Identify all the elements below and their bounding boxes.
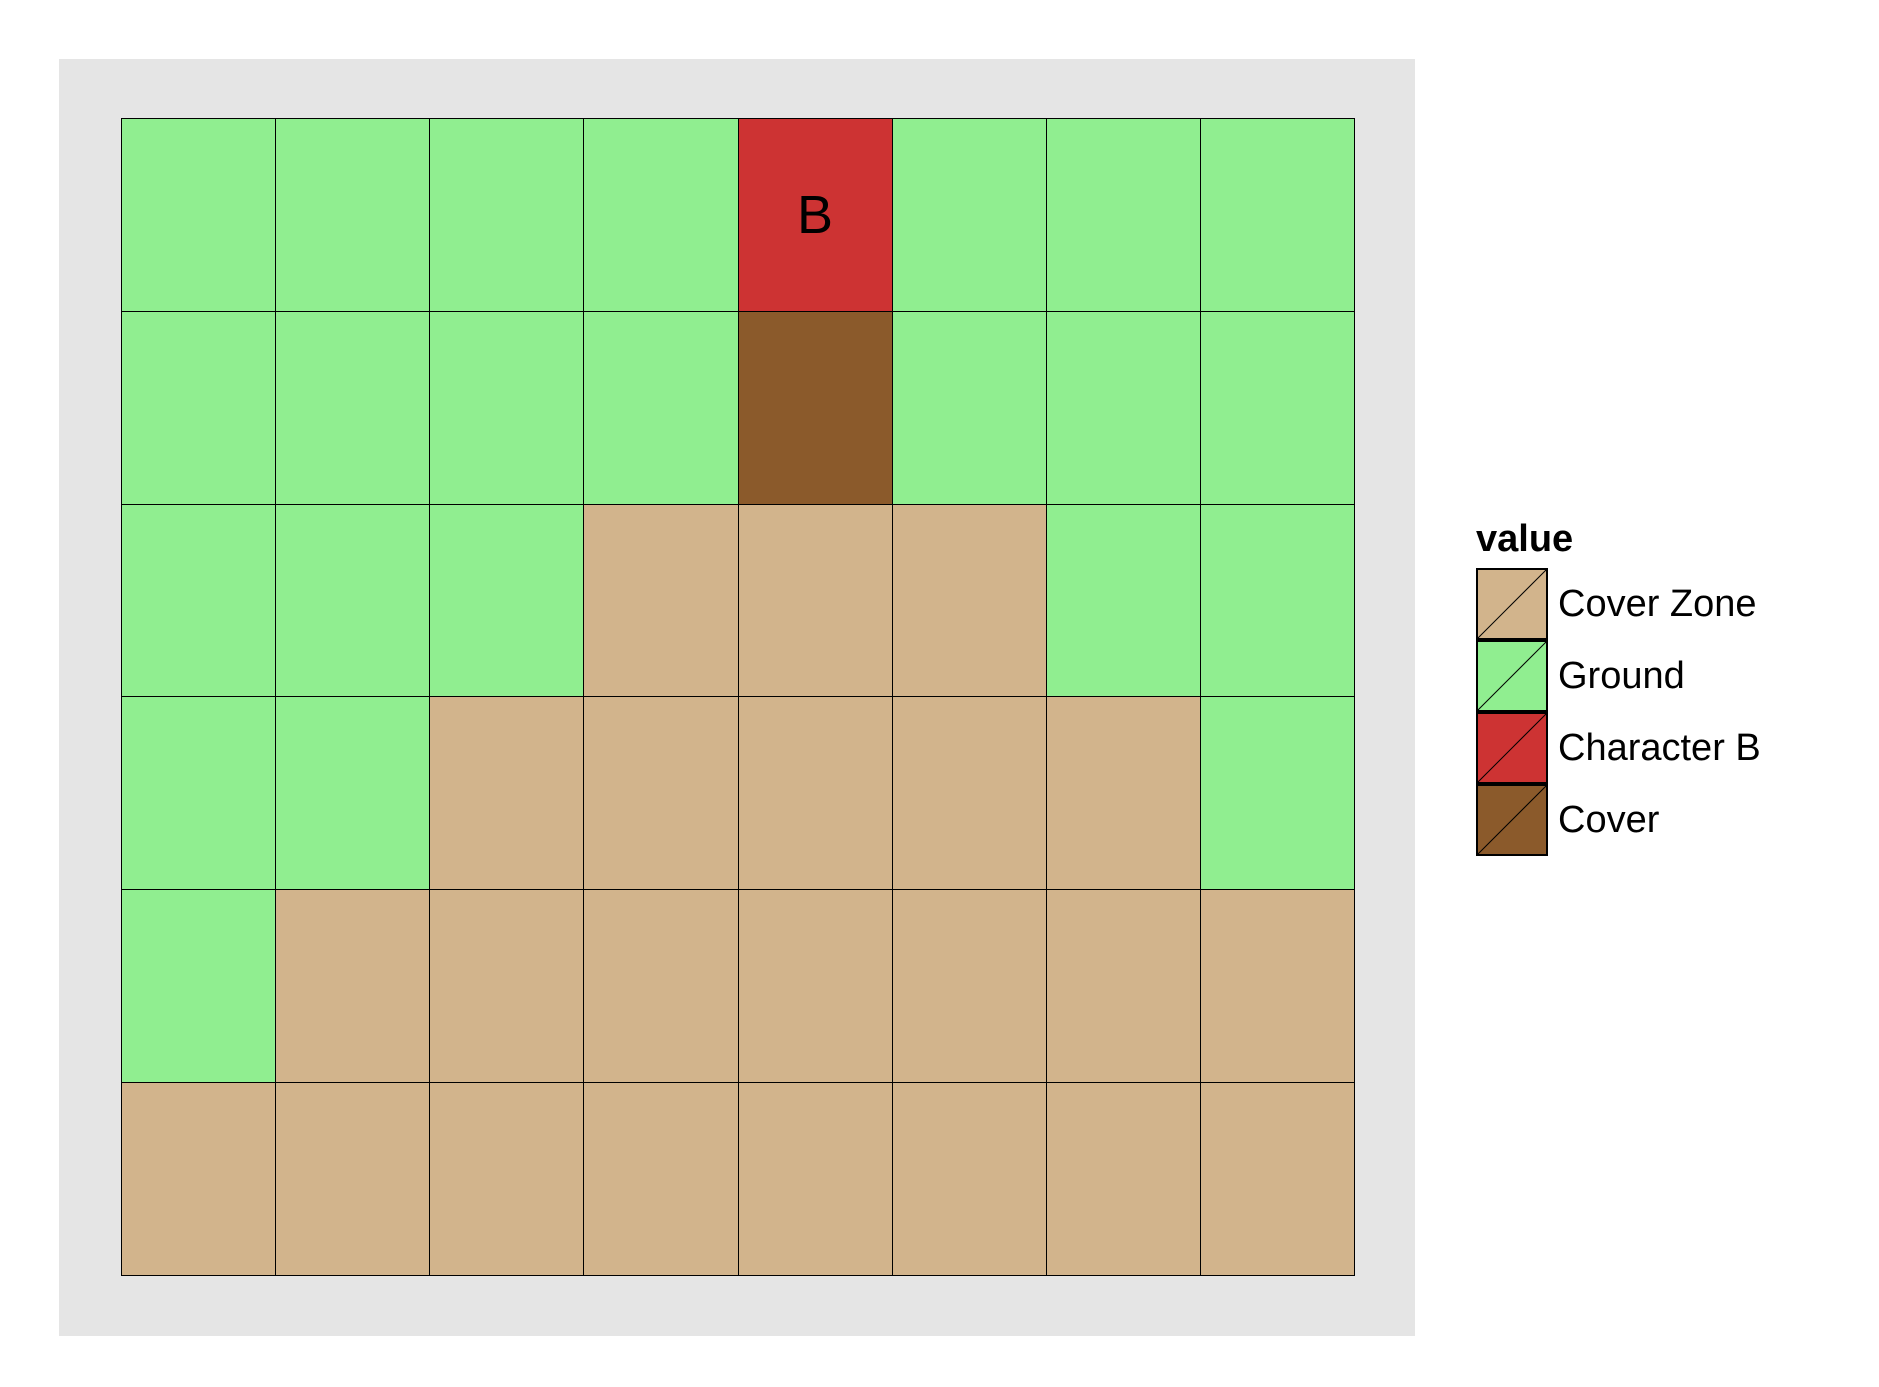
board-cell-cover-zone: [122, 1083, 277, 1276]
board-cell-cover-zone: [1046, 697, 1201, 891]
board-cell-ground: [584, 311, 739, 505]
legend-swatch: [1476, 568, 1548, 640]
board-cell-ground: [276, 119, 431, 312]
legend-items: Cover Zone Ground Character B Cover: [1476, 568, 1761, 856]
board-cell-cover-zone: [738, 1083, 893, 1276]
board-cell-ground: [276, 311, 431, 505]
cell-label: B: [797, 184, 834, 245]
board-cell-cover: [738, 311, 893, 505]
board-cell-ground: [122, 119, 277, 312]
legend-item-cover-zone: Cover Zone: [1476, 568, 1761, 640]
board-cell-ground: [892, 119, 1047, 312]
board-cell-cover-zone: [738, 890, 893, 1084]
board-cell-ground: [1200, 504, 1355, 698]
legend-item-ground: Ground: [1476, 640, 1761, 712]
board-cell-ground: [430, 504, 585, 698]
board-cell-cover-zone: [892, 697, 1047, 891]
game-board: B: [121, 118, 1355, 1276]
board-cell-ground: [584, 119, 739, 312]
board-cell-ground: [276, 697, 431, 891]
legend-label: Character B: [1558, 726, 1761, 769]
board-cell-ground: [122, 504, 277, 698]
board-cell-cover-zone: [892, 504, 1047, 698]
legend-item-character-b: Character B: [1476, 712, 1761, 784]
board-cell-cover-zone: [276, 1083, 431, 1276]
board-cell-cover-zone: [1200, 890, 1355, 1084]
legend-swatch: [1476, 784, 1548, 856]
board-cell-ground: [1046, 504, 1201, 698]
legend-item-cover: Cover: [1476, 784, 1761, 856]
board-cell-ground: [122, 890, 277, 1084]
legend-swatch: [1476, 712, 1548, 784]
board-cell-character-b: B: [738, 119, 893, 312]
board-cell-cover-zone: [584, 1083, 739, 1276]
board-cell-cover-zone: [892, 1083, 1047, 1276]
legend: value Cover Zone Ground Character B Cover: [1476, 520, 1761, 856]
board-cell-cover-zone: [584, 504, 739, 698]
board-cell-cover-zone: [584, 697, 739, 891]
board-cell-cover-zone: [430, 1083, 585, 1276]
board-cell-ground: [1200, 697, 1355, 891]
board-cell-cover-zone: [276, 890, 431, 1084]
board-cell-ground: [122, 697, 277, 891]
board-cell-ground: [1046, 311, 1201, 505]
board-cell-cover-zone: [584, 890, 739, 1084]
board-cell-ground: [1200, 119, 1355, 312]
board-cell-ground: [1046, 119, 1201, 312]
legend-label: Cover Zone: [1558, 582, 1757, 625]
board-cell-cover-zone: [430, 697, 585, 891]
board-cell-ground: [122, 311, 277, 505]
board-cell-cover-zone: [1046, 890, 1201, 1084]
board-cell-ground: [430, 119, 585, 312]
board-cell-cover-zone: [892, 890, 1047, 1084]
board-cell-cover-zone: [430, 890, 585, 1084]
board-cell-ground: [1200, 311, 1355, 505]
board-cell-cover-zone: [738, 697, 893, 891]
board-cell-ground: [892, 311, 1047, 505]
board-cell-ground: [430, 311, 585, 505]
legend-label: Ground: [1558, 654, 1685, 697]
board-cell-cover-zone: [1046, 1083, 1201, 1276]
legend-title: value: [1476, 518, 1574, 560]
legend-label: Cover: [1558, 798, 1660, 841]
board-cell-cover-zone: [738, 504, 893, 698]
board-cell-ground: [276, 504, 431, 698]
legend-swatch: [1476, 640, 1548, 712]
board-cell-cover-zone: [1200, 1083, 1355, 1276]
